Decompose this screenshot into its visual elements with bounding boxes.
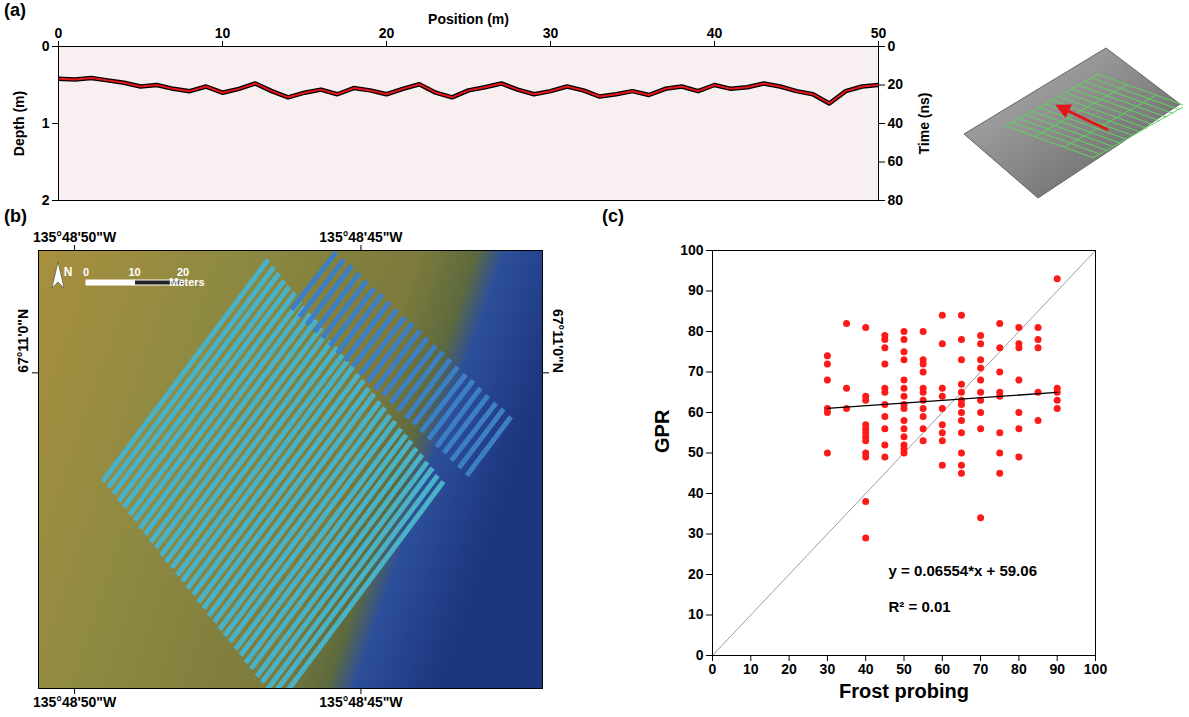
svg-text:0: 0: [55, 25, 63, 41]
svg-text:R² = 0.01: R² = 0.01: [889, 598, 951, 615]
svg-text:20: 20: [688, 566, 704, 582]
svg-text:100: 100: [1084, 661, 1108, 677]
html-text:(a): (a): [4, 0, 26, 20]
svg-text:70: 70: [688, 363, 704, 379]
svg-text:0: 0: [709, 661, 717, 677]
svg-text:Frost probing: Frost probing: [839, 680, 969, 702]
svg-text:135°48'45"W: 135°48'45"W: [319, 229, 403, 245]
svg-text:Position (m): Position (m): [428, 11, 509, 27]
svg-text:60: 60: [888, 153, 904, 169]
svg-text:20: 20: [379, 25, 395, 41]
html-text:(b): (b): [4, 206, 27, 226]
svg-text:0: 0: [696, 647, 704, 663]
svg-text:N: N: [64, 265, 73, 279]
svg-text:135°48'45"W: 135°48'45"W: [319, 694, 403, 710]
svg-text:0: 0: [888, 38, 896, 54]
svg-text:60: 60: [688, 404, 704, 420]
svg-text:40: 40: [707, 25, 723, 41]
svg-text:0: 0: [42, 38, 50, 54]
svg-text:20: 20: [781, 661, 797, 677]
svg-text:50: 50: [896, 661, 912, 677]
svg-text:0: 0: [83, 266, 89, 278]
svg-text:30: 30: [688, 525, 704, 541]
svg-text:90: 90: [688, 282, 704, 298]
svg-text:y = 0.06554*x + 59.06: y = 0.06554*x + 59.06: [889, 562, 1037, 579]
svg-text:Depth (m): Depth (m): [11, 91, 27, 156]
svg-text:67°11'0"N: 67°11'0"N: [15, 309, 31, 373]
svg-text:80: 80: [688, 323, 704, 339]
svg-text:100: 100: [680, 242, 704, 258]
html-text:(c): (c): [602, 206, 624, 226]
svg-text:30: 30: [543, 25, 559, 41]
svg-text:10: 10: [215, 25, 231, 41]
svg-text:10: 10: [128, 266, 140, 278]
svg-text:135°48'50"W: 135°48'50"W: [33, 694, 117, 710]
svg-text:80: 80: [1011, 661, 1027, 677]
svg-text:40: 40: [688, 485, 704, 501]
svg-text:80: 80: [888, 192, 904, 208]
svg-text:50: 50: [688, 444, 704, 460]
svg-text:67°11'0"N: 67°11'0"N: [550, 309, 566, 373]
svg-text:Time (ns): Time (ns): [916, 93, 932, 155]
svg-text:30: 30: [820, 661, 836, 677]
svg-text:40: 40: [888, 115, 904, 131]
svg-text:60: 60: [935, 661, 951, 677]
svg-text:50: 50: [871, 25, 887, 41]
svg-text:2: 2: [42, 192, 50, 208]
svg-text:10: 10: [688, 606, 704, 622]
svg-text:20: 20: [176, 266, 190, 278]
svg-text:70: 70: [973, 661, 989, 677]
svg-text:1: 1: [42, 115, 50, 131]
svg-text:Meters: Meters: [169, 276, 204, 288]
svg-text:135°48'50"W: 135°48'50"W: [33, 229, 117, 245]
svg-text:10: 10: [743, 661, 759, 677]
svg-text:40: 40: [858, 661, 874, 677]
svg-text:20: 20: [888, 76, 904, 92]
svg-text:90: 90: [1049, 661, 1065, 677]
svg-text:GPR: GPR: [651, 409, 673, 453]
